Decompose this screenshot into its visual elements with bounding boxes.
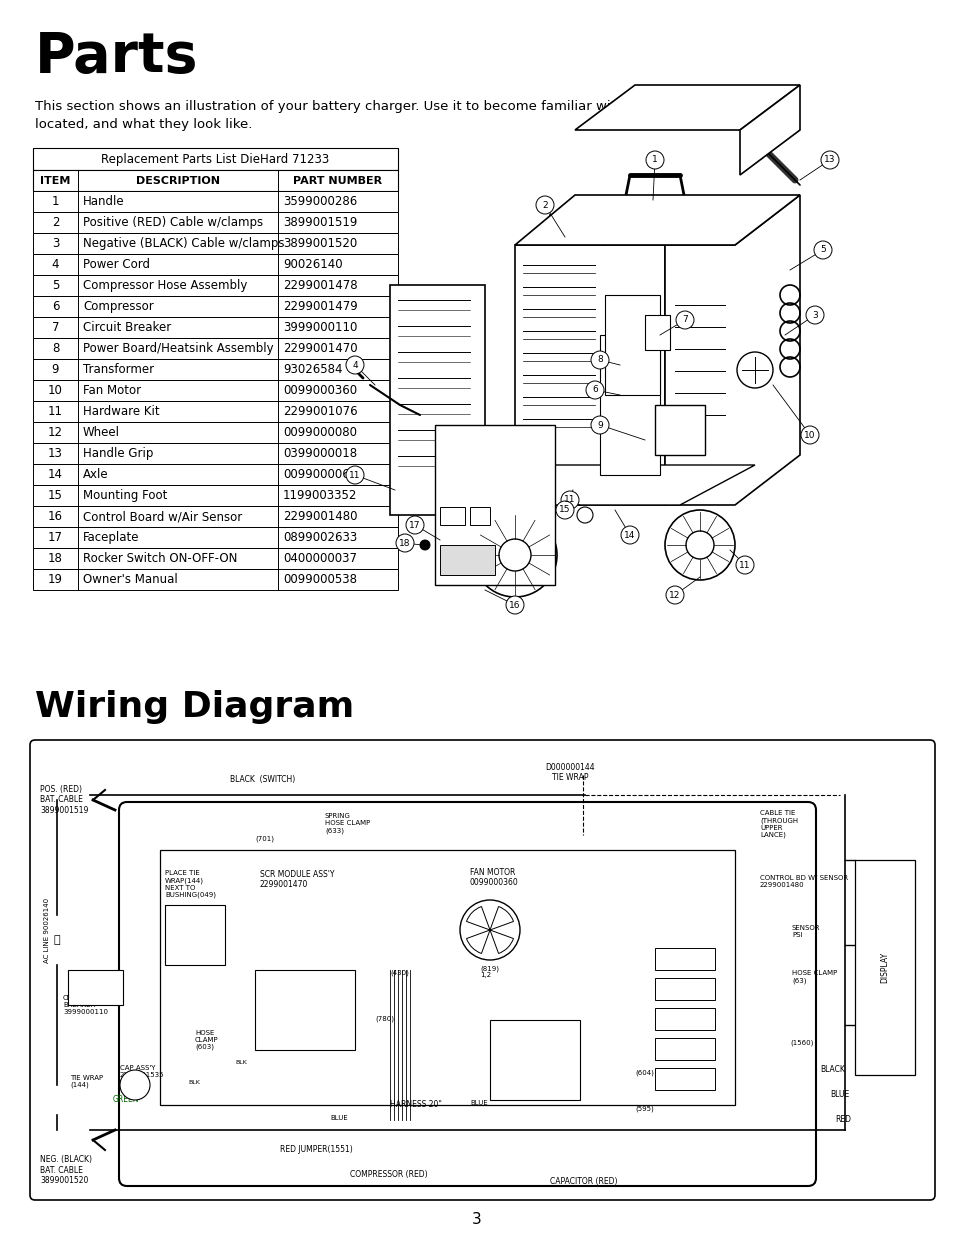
Text: 2299001478: 2299001478 [283, 279, 357, 291]
Text: 0099000360: 0099000360 [283, 384, 356, 396]
Text: 9: 9 [597, 420, 602, 430]
Text: 3899001519: 3899001519 [283, 216, 357, 228]
Bar [439, 545, 495, 576]
Text: 18: 18 [48, 552, 63, 564]
Text: 0400000037: 0400000037 [283, 552, 356, 564]
Circle shape [459, 900, 519, 960]
Circle shape [395, 534, 414, 552]
Text: 15: 15 [48, 489, 63, 501]
Text: Compressor Hose Assembly: Compressor Hose Assembly [83, 279, 247, 291]
Text: 2: 2 [51, 216, 59, 228]
Circle shape [556, 501, 574, 519]
Bar [33, 170, 397, 191]
Text: Positive (RED) Cable w/clamps: Positive (RED) Cable w/clamps [83, 216, 263, 228]
Text: PART NUMBER: PART NUMBER [294, 175, 382, 185]
Text: HOSE
CLAMP
(603): HOSE CLAMP (603) [194, 1030, 218, 1051]
Text: 3899001520: 3899001520 [283, 237, 356, 249]
Bar [165, 905, 225, 965]
Text: 0899002633: 0899002633 [283, 531, 356, 543]
Text: (819)
1,2: (819) 1,2 [479, 965, 498, 978]
Text: 8: 8 [597, 356, 602, 364]
Text: BLUE: BLUE [829, 1091, 848, 1099]
Circle shape [577, 508, 593, 522]
Wedge shape [490, 906, 513, 930]
Text: 19: 19 [48, 573, 63, 585]
Text: 17: 17 [48, 531, 63, 543]
Circle shape [346, 356, 364, 374]
Polygon shape [664, 195, 800, 505]
Circle shape [419, 540, 430, 550]
Bar [33, 191, 397, 212]
Text: (1647) BLUE  μs,μs: (1647) BLUE μs,μs [274, 981, 341, 987]
Text: 9: 9 [51, 363, 59, 375]
Text: 18: 18 [399, 538, 411, 547]
Text: 10: 10 [803, 431, 815, 440]
Bar [655, 1068, 714, 1091]
Text: BLACK: BLACK [820, 1065, 844, 1074]
Text: Wiring Diagram: Wiring Diagram [35, 690, 354, 724]
Text: CIRCUIT
BREAKER
3999000110: CIRCUIT BREAKER 3999000110 [63, 995, 108, 1015]
Text: COMPRESSOR (RED): COMPRESSOR (RED) [350, 1170, 427, 1179]
Text: (788)~: (788)~ [280, 1015, 305, 1021]
Bar [33, 464, 397, 485]
Circle shape [585, 382, 603, 399]
Circle shape [620, 526, 639, 543]
Circle shape [498, 538, 531, 571]
Circle shape [735, 556, 753, 574]
Text: NEG. (BLACK)
BAT. CABLE
3899001520: NEG. (BLACK) BAT. CABLE 3899001520 [40, 1155, 91, 1186]
Polygon shape [740, 85, 800, 175]
Text: 14: 14 [48, 468, 63, 480]
Text: RED JUMPER(1551): RED JUMPER(1551) [280, 1145, 353, 1153]
Circle shape [590, 351, 608, 369]
Text: 5: 5 [51, 279, 59, 291]
Text: 13: 13 [823, 156, 835, 164]
Text: SCR MODULE ASS'Y
2299001470: SCR MODULE ASS'Y 2299001470 [260, 869, 335, 889]
Circle shape [406, 516, 423, 534]
Circle shape [590, 416, 608, 433]
Text: 2299001480: 2299001480 [283, 510, 357, 522]
Text: Transformer: Transformer [83, 363, 154, 375]
Circle shape [664, 510, 734, 580]
Text: 1199003352: 1199003352 [283, 489, 357, 501]
Text: 1: 1 [652, 156, 658, 164]
Text: (604): (604) [635, 1070, 653, 1077]
Bar [33, 527, 397, 548]
Circle shape [685, 531, 713, 559]
Bar [655, 948, 714, 969]
Text: Handle Grip: Handle Grip [83, 447, 153, 459]
Text: 1: 1 [51, 195, 59, 207]
Bar [599, 335, 659, 475]
Text: Handle: Handle [83, 195, 125, 207]
Bar [33, 212, 397, 233]
Text: BLUE: BLUE [470, 1100, 487, 1107]
Text: CAPACITOR (RED): CAPACITOR (RED) [550, 1177, 617, 1186]
Text: SENSOR
PSI: SENSOR PSI [791, 925, 820, 939]
Text: Wheel: Wheel [83, 426, 120, 438]
Text: (780): (780) [375, 1015, 394, 1021]
Text: 3999000110: 3999000110 [283, 321, 357, 333]
Text: BLUE: BLUE [330, 1115, 348, 1121]
Text: (595): (595) [635, 1105, 653, 1112]
Text: 0099000080: 0099000080 [283, 426, 356, 438]
Text: (1560): (1560) [789, 1040, 813, 1046]
Text: 5: 5 [820, 246, 825, 254]
Text: CAP ASS'Y
2299001535: CAP ASS'Y 2299001535 [120, 1065, 164, 1078]
Bar [655, 1037, 714, 1060]
Text: 11: 11 [349, 471, 360, 479]
Text: RED: RED [834, 1115, 850, 1124]
Circle shape [346, 466, 364, 484]
Circle shape [805, 306, 823, 324]
Text: D000000144
TIE WRAP: D000000144 TIE WRAP [544, 763, 594, 783]
Polygon shape [515, 245, 664, 505]
Bar [490, 1020, 579, 1100]
Text: 0099000066: 0099000066 [283, 468, 356, 480]
Circle shape [821, 151, 838, 169]
Text: 11: 11 [739, 561, 750, 569]
Text: Rocker Switch ON-OFF-ON: Rocker Switch ON-OFF-ON [83, 552, 237, 564]
Text: AC LINE 90026140: AC LINE 90026140 [44, 898, 50, 962]
Circle shape [665, 585, 683, 604]
Bar [33, 296, 397, 317]
Wedge shape [490, 930, 513, 953]
Text: FAN MOTOR
0099000360: FAN MOTOR 0099000360 [470, 868, 518, 888]
Polygon shape [390, 285, 484, 515]
